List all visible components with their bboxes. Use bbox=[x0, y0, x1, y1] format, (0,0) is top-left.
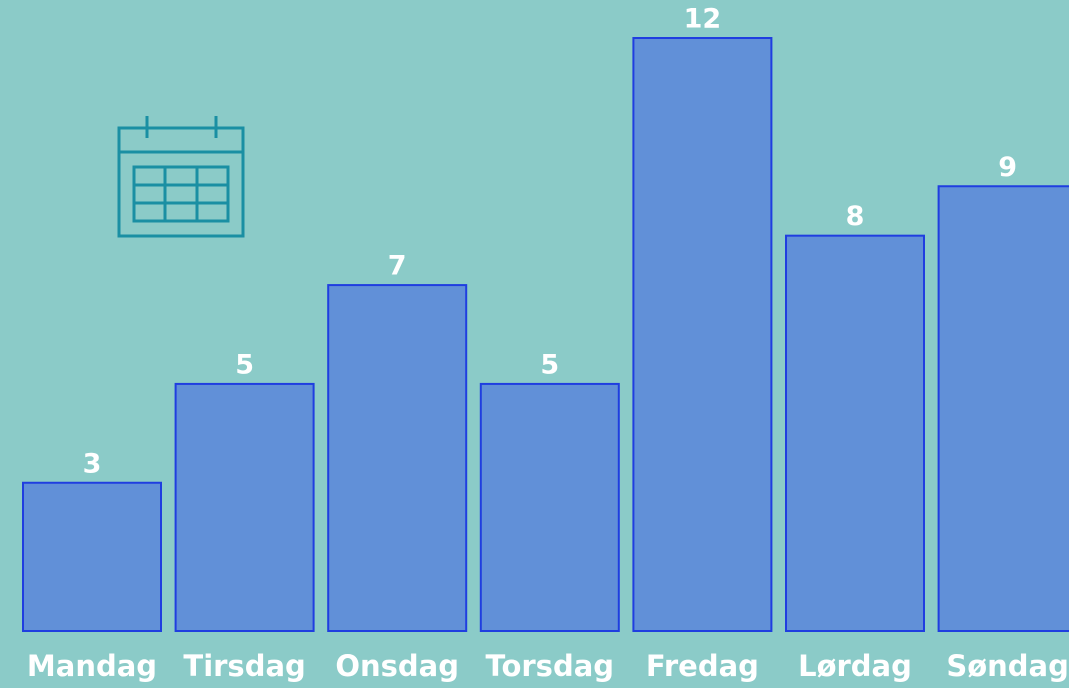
value-label: 5 bbox=[235, 349, 254, 380]
bar bbox=[327, 284, 468, 632]
value-label: 7 bbox=[388, 251, 407, 282]
bar bbox=[479, 382, 620, 632]
x-tick-label: Onsdag bbox=[335, 649, 459, 683]
value-label: 3 bbox=[83, 448, 102, 479]
value-label: 8 bbox=[846, 201, 865, 232]
value-label: 9 bbox=[998, 152, 1017, 183]
bar bbox=[937, 185, 1069, 632]
bar bbox=[785, 234, 925, 633]
value-label: 5 bbox=[540, 349, 559, 380]
x-tick-label: Lørdag bbox=[798, 649, 912, 683]
x-tick-label: Tirsdag bbox=[183, 649, 305, 683]
x-tick-label: Søndag bbox=[946, 649, 1069, 683]
bar bbox=[22, 481, 162, 632]
x-tick-label: Fredag bbox=[646, 649, 759, 683]
x-tick-label: Torsdag bbox=[486, 649, 615, 683]
value-label: 12 bbox=[684, 4, 722, 35]
bar bbox=[632, 37, 773, 632]
x-tick-label: Mandag bbox=[27, 649, 157, 683]
bar bbox=[174, 382, 315, 632]
calendar-icon bbox=[117, 116, 245, 238]
